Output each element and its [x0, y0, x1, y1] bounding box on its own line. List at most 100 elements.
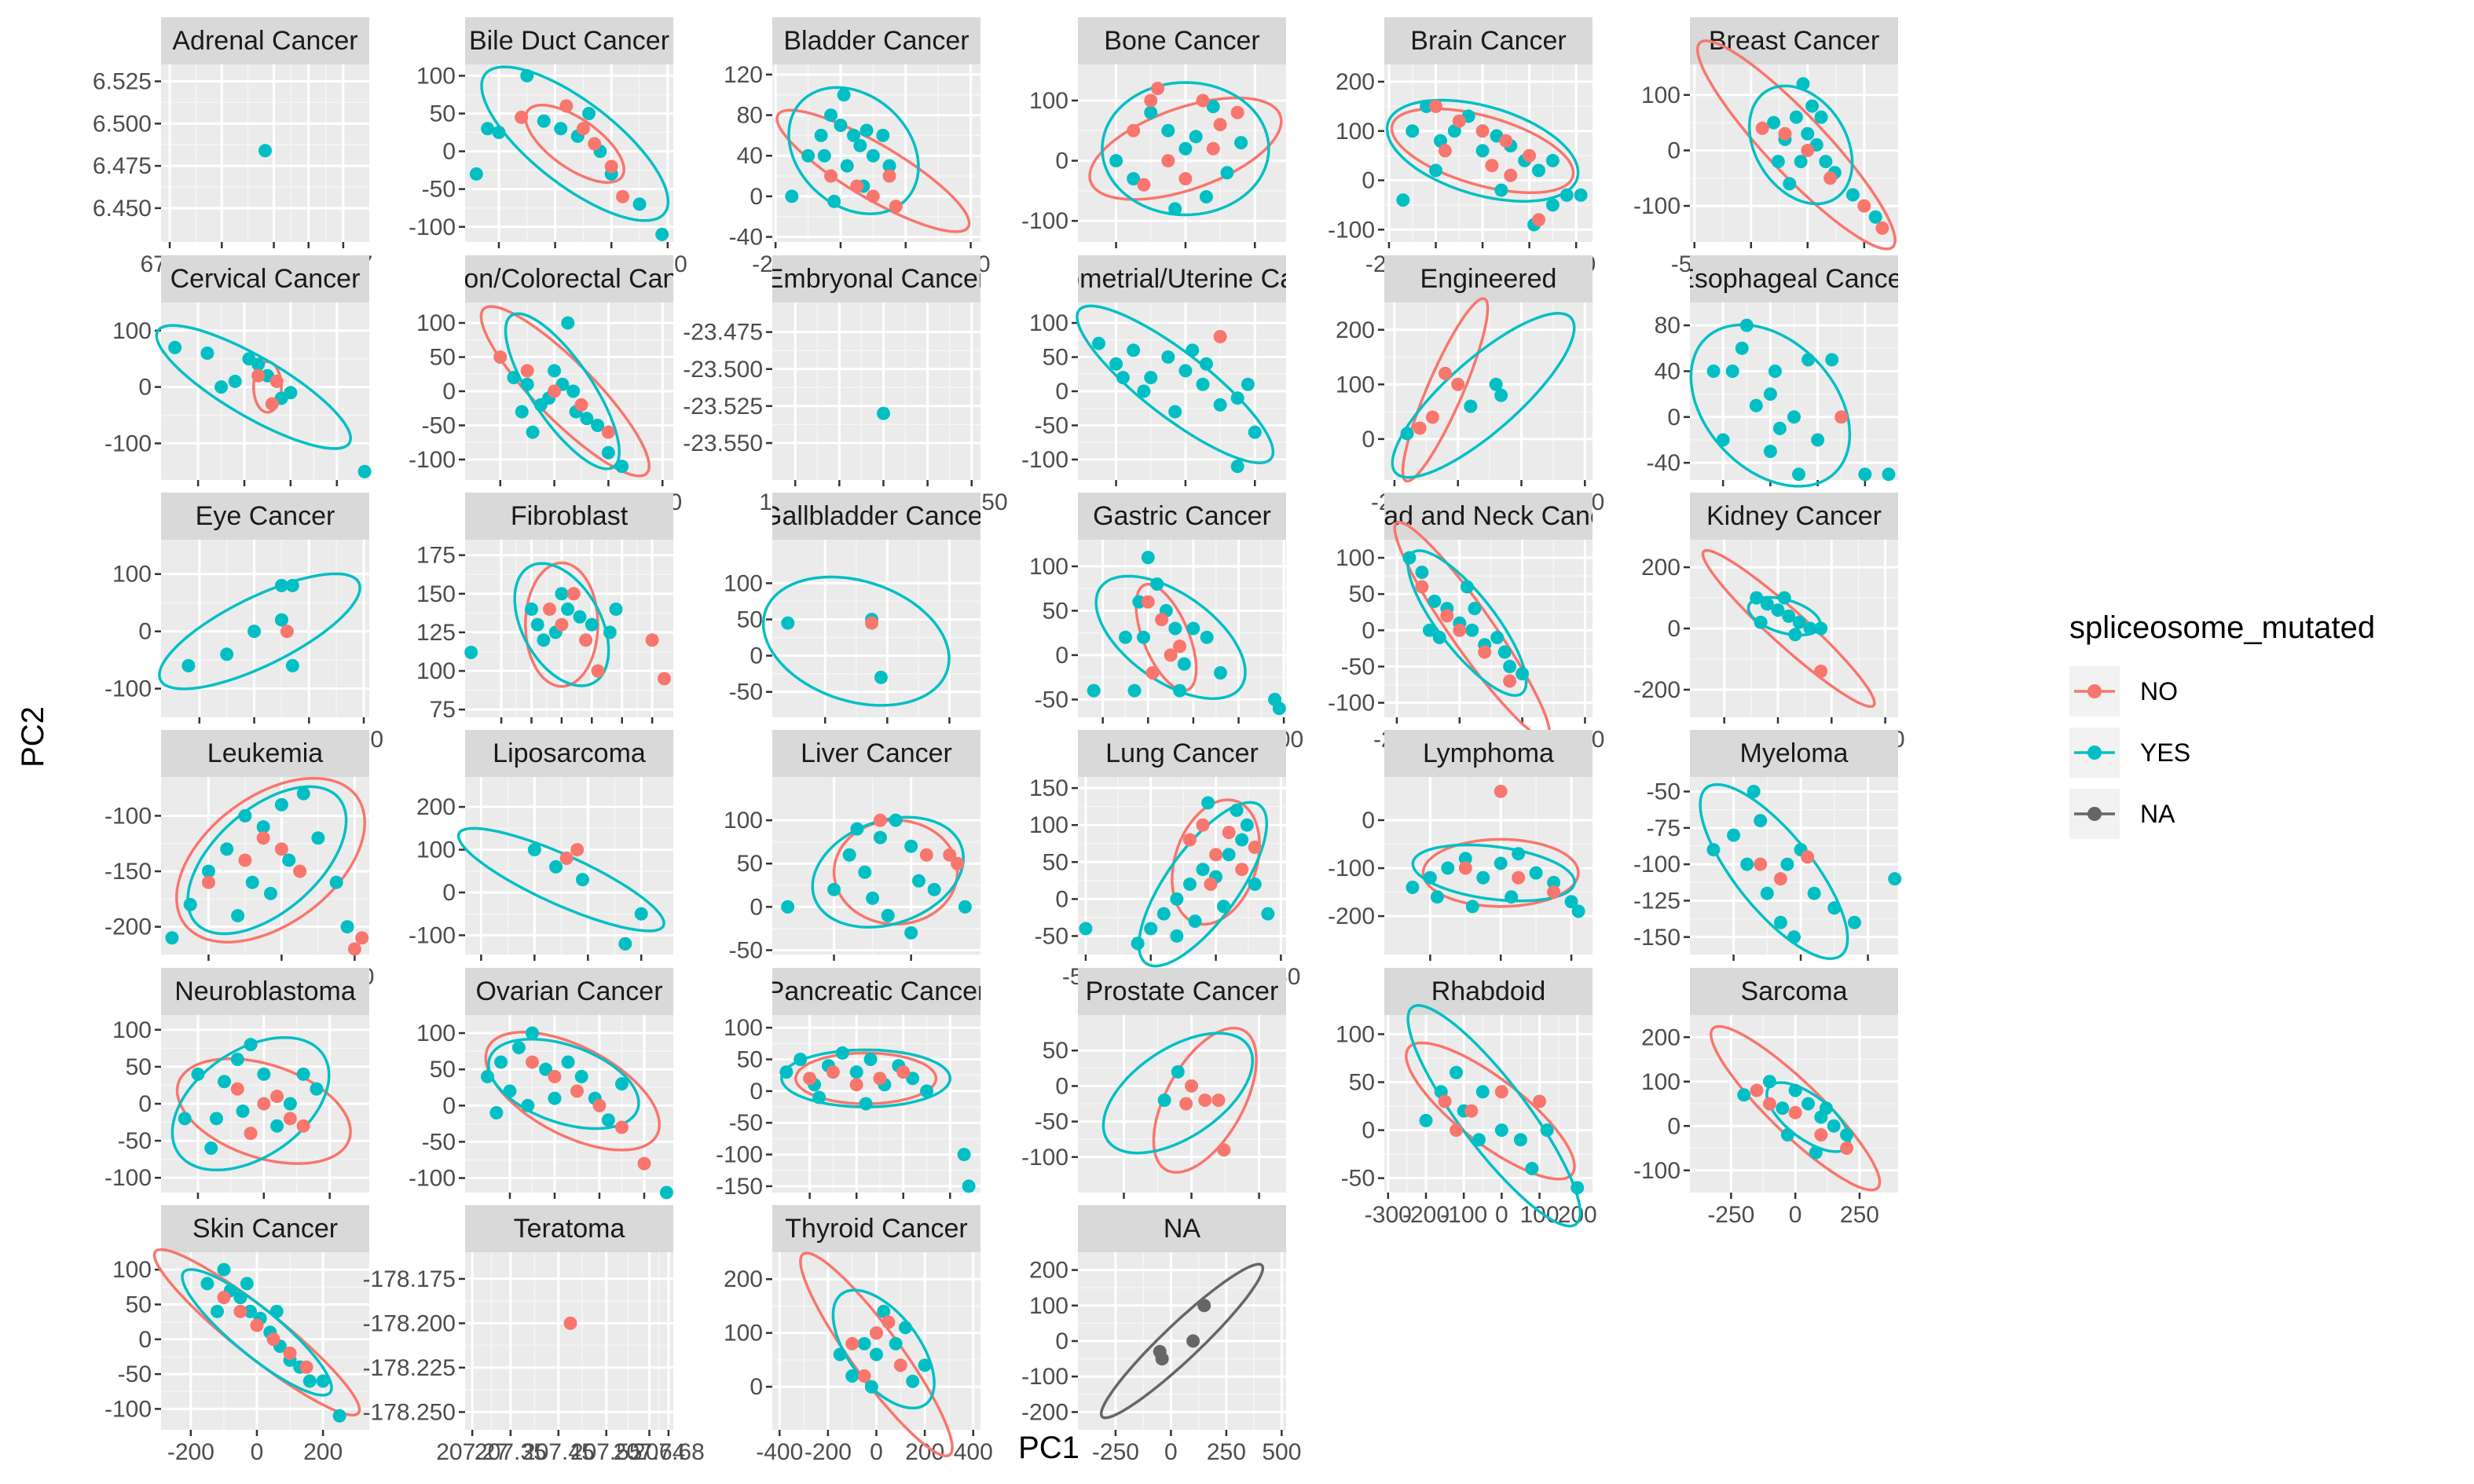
data-point-yes	[200, 1277, 214, 1291]
data-point-no	[1415, 580, 1429, 594]
data-point-yes	[1811, 433, 1825, 447]
data-point-yes	[827, 882, 841, 896]
data-point-yes	[263, 886, 277, 900]
data-point-no	[280, 625, 294, 639]
y-tick-label: 50	[430, 101, 456, 127]
data-point-yes	[1173, 683, 1187, 698]
data-point-yes	[561, 1055, 575, 1069]
data-point-no	[233, 1304, 247, 1318]
data-point-yes	[632, 197, 647, 211]
data-point-yes	[1178, 141, 1193, 156]
data-point-no	[1182, 833, 1197, 847]
data-point-no	[1178, 172, 1193, 186]
y-tick-label: 50	[1043, 849, 1068, 875]
y-tick-label: -150	[1633, 925, 1680, 951]
data-point-yes	[1789, 110, 1803, 124]
data-point-yes	[958, 900, 972, 914]
data-point-yes	[1490, 631, 1505, 645]
data-point-no	[566, 587, 581, 601]
data-point-yes	[603, 625, 617, 639]
facet-panel: Colon/Colorectal Cancer-2000200400-100-5…	[409, 255, 682, 515]
data-point-no	[1230, 105, 1244, 119]
ellipse-yes	[1411, 843, 1576, 903]
facet-strip-label: Breast Cancer	[1709, 26, 1879, 56]
y-tick-label: 50	[430, 345, 456, 371]
data-point-no	[559, 99, 574, 113]
data-point-yes	[238, 808, 252, 823]
data-point-no	[1164, 648, 1178, 662]
facet-strip-label: Embryonal Cancer	[766, 264, 988, 294]
y-tick-label: -178.225	[363, 1355, 456, 1381]
data-point-yes	[618, 936, 632, 951]
data-point-yes	[835, 1046, 849, 1060]
data-point-yes	[524, 602, 538, 616]
y-tick-label: 50	[1043, 598, 1068, 624]
data-point-yes	[1868, 210, 1882, 224]
y-tick-label: 0	[442, 379, 456, 405]
facet-strip-label: Liver Cancer	[801, 738, 952, 768]
y-tick-label: -100	[409, 214, 456, 240]
y-tick-label: 0	[1055, 886, 1068, 912]
data-point-yes	[1432, 631, 1446, 645]
y-tick-label: -50	[729, 937, 763, 963]
data-point-yes	[876, 406, 890, 420]
data-point-yes	[251, 357, 266, 372]
data-point-no	[270, 1090, 284, 1104]
data-point-yes	[310, 1082, 324, 1096]
data-point-no	[1185, 1079, 1199, 1093]
data-point-no	[592, 1098, 607, 1112]
data-point-yes	[1170, 892, 1184, 906]
facet-strip	[1384, 493, 1593, 540]
data-point-yes	[1419, 1113, 1433, 1127]
facet-panel: Endometrial/Uterine Cancer-2000200-100-5…	[1021, 255, 1286, 515]
ellipse-yes	[1101, 81, 1270, 217]
data-point-yes	[526, 425, 540, 439]
y-tick-label: -100	[409, 922, 456, 948]
y-tick-label: -100	[1328, 217, 1375, 243]
data-point-yes	[794, 1053, 808, 1066]
facet-strip	[161, 1205, 369, 1252]
y-tick-label: -100	[104, 676, 152, 702]
data-point-yes	[1767, 115, 1781, 130]
y-tick-label: 100	[416, 837, 456, 863]
data-point-no	[657, 672, 671, 686]
data-point-yes	[1814, 110, 1828, 124]
data-point-yes	[812, 1090, 826, 1105]
data-point-yes	[236, 1104, 250, 1118]
data-point-yes	[257, 1067, 271, 1081]
data-point-yes	[1858, 467, 1872, 482]
data-point-yes	[847, 128, 861, 142]
facet-strip-label: Lymphoma	[1423, 738, 1554, 768]
data-point-no	[824, 169, 838, 183]
data-point-yes	[549, 859, 563, 874]
data-point-yes	[1178, 364, 1193, 378]
data-point-yes	[1771, 155, 1785, 169]
data-point-yes	[1803, 621, 1817, 636]
data-point-yes	[1150, 577, 1164, 591]
data-point-yes	[555, 587, 569, 601]
data-point-no	[1196, 93, 1210, 108]
y-tick-label: 100	[112, 562, 152, 588]
ellipse-yes	[155, 324, 352, 450]
data-point-yes	[340, 920, 354, 934]
data-point-no	[1413, 421, 1427, 435]
ellipse-yes	[761, 575, 951, 707]
data-point-yes	[817, 148, 831, 163]
data-point-yes	[1819, 1101, 1833, 1116]
data-point-yes	[1888, 872, 1902, 886]
data-point-no	[201, 875, 215, 889]
y-tick-label: 100	[1641, 1069, 1680, 1095]
data-point-yes	[1109, 154, 1123, 168]
data-point-yes	[1144, 105, 1158, 119]
x-tick-label: 207.64	[614, 1439, 686, 1465]
y-tick-label: 0	[1055, 1328, 1068, 1354]
data-point-yes	[575, 873, 589, 887]
data-point-yes	[1116, 371, 1130, 385]
data-point-yes	[274, 797, 288, 812]
data-point-yes	[1171, 1064, 1185, 1079]
data-point-yes	[1825, 353, 1839, 367]
